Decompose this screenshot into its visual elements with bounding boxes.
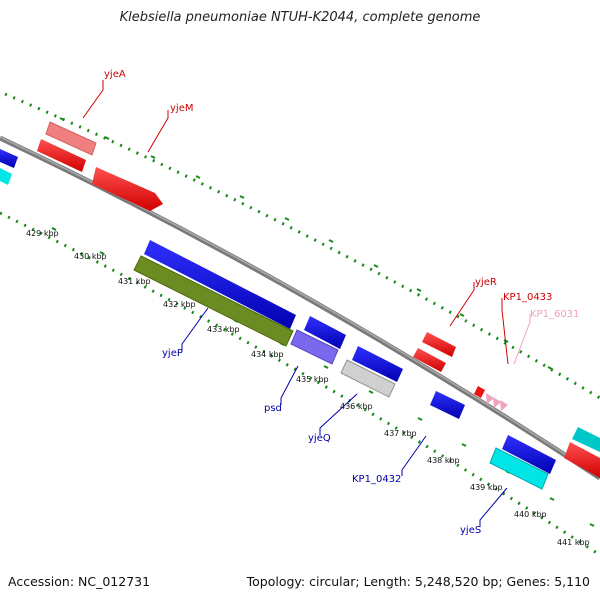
kbp-label: 434 kbp xyxy=(251,350,284,359)
callout-KP1_0433 xyxy=(501,298,509,365)
gene-label-yjeR[interactable]: yjeR xyxy=(475,277,497,288)
gene-KP1_0433-feature[interactable] xyxy=(474,386,485,398)
gene-feature[interactable] xyxy=(304,316,346,349)
kbp-label: 436 kbp xyxy=(340,402,373,411)
inner-scale-ring xyxy=(0,211,600,557)
gene-feature[interactable] xyxy=(0,168,12,185)
genome-summary-text: Topology: circular; Length: 5,248,520 bp… xyxy=(246,574,590,589)
gene-yjeQ-feature[interactable] xyxy=(340,359,396,398)
kbp-label: 435 kbp xyxy=(296,375,329,384)
kbp-label: 438 kbp xyxy=(427,456,460,465)
outer-scale-ring xyxy=(4,92,600,400)
callout-yjeQ xyxy=(319,393,358,435)
callout-psd xyxy=(280,365,299,405)
gene-label-yjeP[interactable]: yjeP xyxy=(162,348,183,359)
kbp-label: 432 kbp xyxy=(163,300,196,309)
kbp-label: 440 kbp xyxy=(514,510,547,519)
gene-label-KP1_0433[interactable]: KP1_0433 xyxy=(503,292,552,303)
gene-feature[interactable] xyxy=(413,348,446,372)
gene-KP1_0432-feature[interactable] xyxy=(430,391,465,419)
gene-label-psd[interactable]: psd xyxy=(264,403,282,414)
kbp-label: 441 kbp xyxy=(557,538,590,547)
gene-psd-feature[interactable] xyxy=(290,329,339,365)
kbp-label: 430 kbp xyxy=(74,252,107,261)
gene-feature[interactable] xyxy=(352,346,403,382)
callout-KP1_6031 xyxy=(513,314,531,365)
gene-label-yjeM[interactable]: yjeM xyxy=(170,103,193,114)
callout-yjeP xyxy=(181,307,209,350)
gene-label-KP1_6031[interactable]: KP1_6031 xyxy=(530,309,579,320)
gene-label-yjeS[interactable]: yjeS xyxy=(460,525,481,536)
accession-text: Accession: NC_012731 xyxy=(8,574,151,589)
gene-feature[interactable] xyxy=(564,442,600,478)
map-title: Klebsiella pneumoniae NTUH-K2044, comple… xyxy=(119,10,481,25)
gene-feature[interactable] xyxy=(37,139,86,172)
gene-feature[interactable] xyxy=(502,435,556,474)
gene-KP1_6031-feature[interactable] xyxy=(486,393,508,411)
gene-yjeA-feature[interactable] xyxy=(45,121,97,156)
kbp-label: 433 kbp xyxy=(207,325,240,334)
gene-yjeR-feature[interactable] xyxy=(422,332,456,357)
kbp-label: 431 kbp xyxy=(118,277,151,286)
gene-feature[interactable] xyxy=(144,240,296,329)
callout-yjeA xyxy=(82,80,104,119)
gene-yjeM-feature[interactable] xyxy=(92,167,163,211)
callout-yjeS xyxy=(479,487,508,527)
callout-yjeR xyxy=(449,282,475,327)
genome-backbone xyxy=(0,135,600,481)
callout-yjeM xyxy=(147,110,169,153)
callout-KP1_0432 xyxy=(401,435,427,476)
gene-label-yjeQ[interactable]: yjeQ xyxy=(308,433,331,444)
gene-label-KP1_0432[interactable]: KP1_0432 xyxy=(352,474,401,485)
gene-yjeP-feature[interactable] xyxy=(133,255,294,347)
gene-feature[interactable] xyxy=(572,427,600,452)
gene-feature[interactable] xyxy=(0,149,18,168)
kbp-label: 439 kbp xyxy=(470,483,503,492)
genome-backbone-highlight xyxy=(0,136,600,478)
gene-label-yjeA[interactable]: yjeA xyxy=(104,69,126,80)
gene-yjeS-feature[interactable] xyxy=(489,447,549,490)
kbp-label: 429 kbp xyxy=(26,229,59,238)
kbp-label: 437 kbp xyxy=(384,429,417,438)
outer-ticks xyxy=(59,117,553,370)
